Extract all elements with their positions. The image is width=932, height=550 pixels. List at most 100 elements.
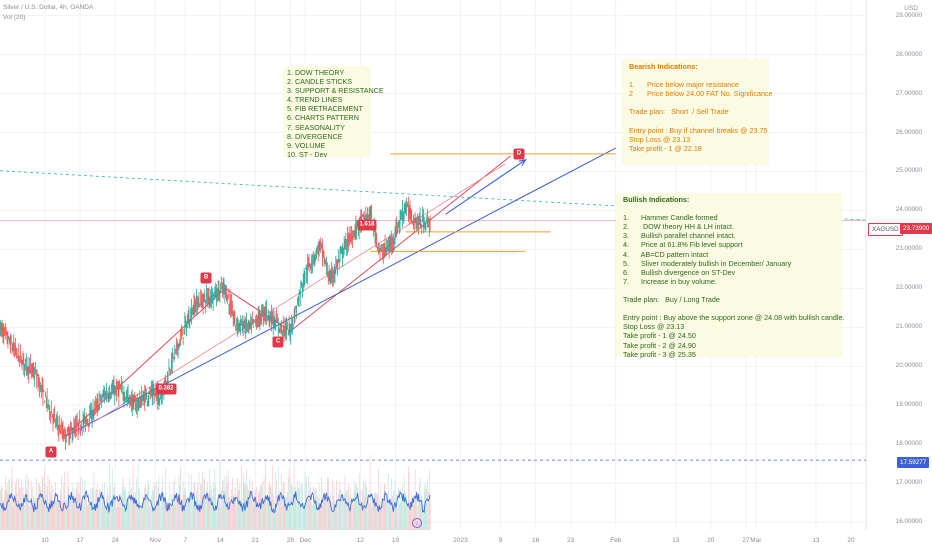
candle-body [23, 356, 25, 367]
volume-bar [147, 480, 149, 530]
candle-body [351, 235, 352, 243]
volume-bar [230, 503, 231, 530]
candle-body [302, 280, 304, 287]
volume-bar [80, 476, 81, 530]
candle-body [376, 237, 377, 241]
candle-body [366, 215, 367, 218]
volume-bar [123, 490, 125, 530]
volume-bar [224, 476, 226, 530]
volume-bar [39, 484, 40, 530]
candle-body [203, 294, 205, 298]
volume-bar [61, 475, 62, 530]
candle-body [312, 263, 313, 265]
candle-body [322, 244, 323, 257]
volume-bar [37, 503, 39, 530]
candle-body [17, 357, 19, 361]
candle-body [254, 320, 256, 323]
volume-bar [107, 494, 109, 530]
candle-body [267, 317, 268, 319]
volume-bar [268, 484, 270, 530]
volume-bar [422, 497, 423, 530]
candle-body [195, 301, 196, 308]
volume-bar [71, 500, 72, 530]
volume-bar [322, 505, 323, 530]
candle-body [414, 214, 416, 223]
volume-bar [237, 478, 238, 530]
candle-body [196, 296, 197, 305]
candle-body [234, 314, 236, 322]
volume-bar [108, 507, 110, 530]
candle-body [259, 310, 261, 323]
volume-bar [127, 494, 129, 530]
candle-body [180, 336, 181, 338]
volume-bar [329, 496, 331, 530]
candle-body [328, 270, 330, 280]
candle-body [348, 237, 349, 246]
volume-bar [41, 490, 42, 530]
candle-body [346, 248, 347, 250]
candle-body [240, 319, 241, 330]
volume-bar [10, 502, 11, 530]
candle-body [141, 396, 142, 403]
candle-body [123, 393, 125, 400]
volume-bar [398, 487, 399, 530]
volume-bar [85, 497, 86, 530]
volume-bar [158, 476, 160, 530]
candle-body [252, 320, 253, 323]
volume-bar [141, 503, 142, 530]
candle-body [276, 317, 277, 323]
indicator-toggle-icon[interactable]: ↓ [412, 518, 422, 528]
volume-bar [297, 488, 299, 530]
candle-body [30, 363, 31, 365]
volume-bar [105, 504, 106, 530]
volume-bar [46, 494, 47, 530]
volume-bar [98, 494, 100, 530]
volume-bar [368, 499, 369, 530]
volume-bar [339, 489, 341, 530]
candle-body [359, 216, 361, 218]
candle-body [270, 318, 272, 320]
volume-bar [214, 468, 216, 530]
volume-bar [406, 496, 408, 530]
volume-bar [207, 494, 209, 530]
volume-bar [87, 503, 89, 530]
candle-body [267, 309, 269, 312]
volume-bar [345, 492, 347, 530]
candle-body [18, 349, 20, 362]
volume-bar [288, 467, 290, 530]
volume-bar [159, 493, 161, 530]
volume-bar [198, 472, 200, 530]
volume-bar [348, 483, 349, 530]
candle-body [86, 418, 87, 421]
candle-body [413, 214, 414, 226]
volume-bar [5, 476, 6, 530]
candle-body [317, 250, 319, 254]
x-tick-label: 27 [742, 537, 750, 544]
volume-bar [319, 506, 321, 530]
volume-bar [258, 492, 260, 530]
candle-body [303, 271, 305, 285]
candle-body [129, 395, 131, 406]
candle-body [362, 214, 363, 216]
candle-body [292, 324, 294, 326]
candle-body [56, 419, 58, 421]
candle-body [243, 319, 245, 327]
candle-body [183, 329, 185, 334]
volume-bar [312, 486, 314, 530]
volume-bar [423, 504, 424, 530]
volume-bar [381, 505, 382, 530]
candle-body [61, 430, 63, 434]
volume-bar [51, 504, 53, 530]
candle-body [374, 232, 376, 235]
volume-bar [351, 500, 352, 530]
volume-bar [187, 497, 189, 530]
candle-body [35, 370, 36, 373]
volume-bar [405, 492, 407, 530]
candle-body [159, 398, 161, 403]
candle-body [127, 393, 129, 399]
volume-bar [4, 490, 5, 530]
volume-label: Vol (20) [3, 14, 26, 21]
candle-body [32, 366, 34, 372]
candle-body [385, 247, 387, 251]
